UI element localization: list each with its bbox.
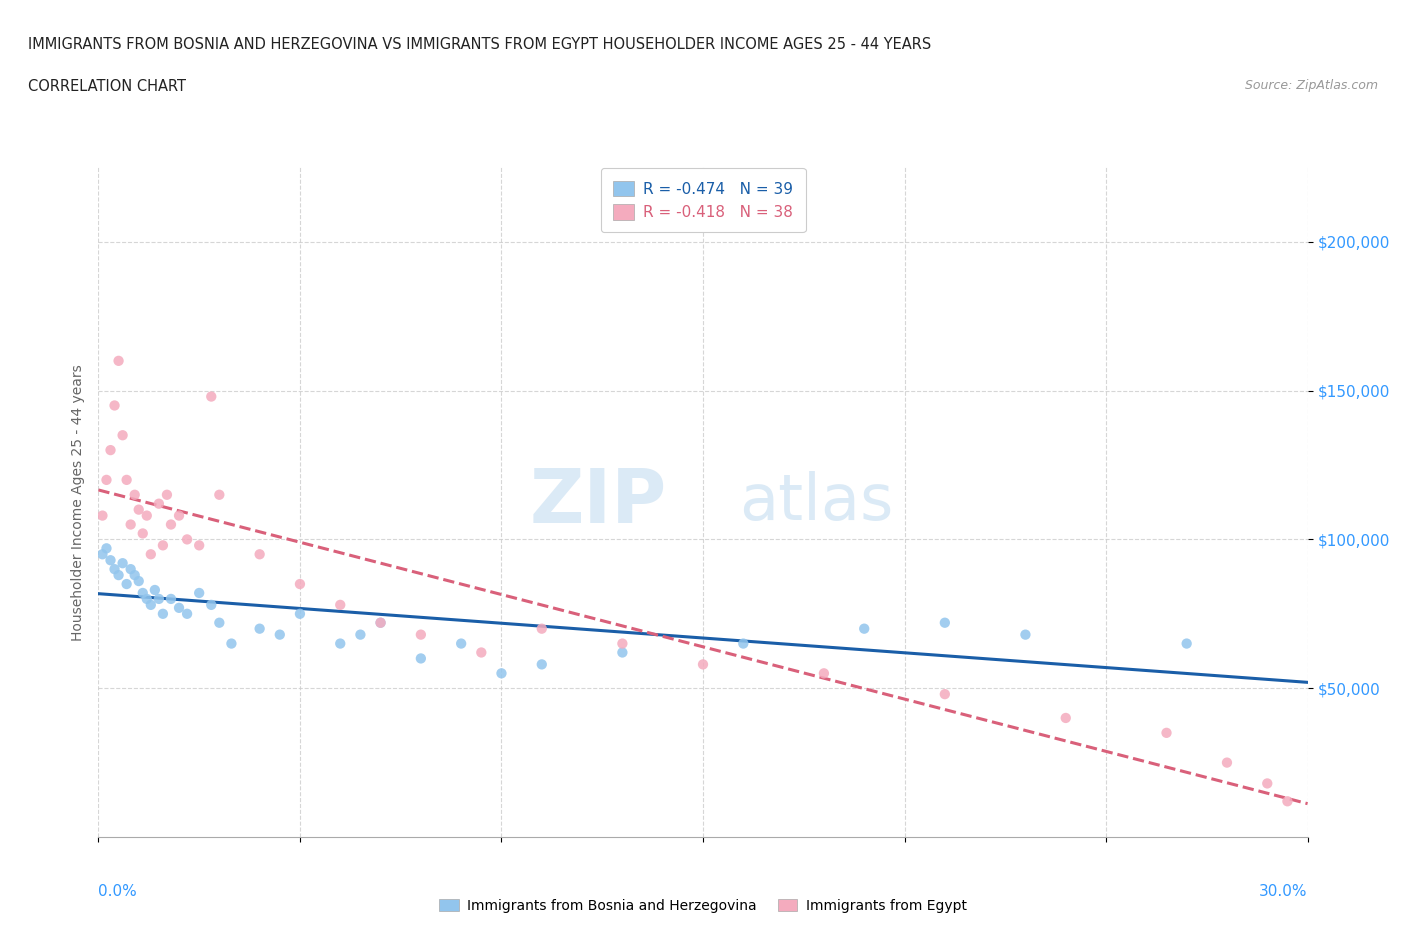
Point [120,562,142,577]
Point [208,616,231,631]
Point [813,666,835,681]
Point [370,616,392,631]
Point [249,547,271,562]
Point [100,552,122,567]
Point [148,591,170,606]
Point [450,636,472,651]
Point [853,621,876,636]
Point [139,547,162,562]
Point [91,508,114,523]
Y-axis label: Householder Income Ages 25 - 44 years: Householder Income Ages 25 - 44 years [70,364,84,641]
Point [288,606,311,621]
Point [148,497,170,512]
Point [288,577,311,591]
Point [370,616,392,631]
Point [100,443,122,458]
Legend: Immigrants from Bosnia and Herzegovina, Immigrants from Egypt: Immigrants from Bosnia and Herzegovina, … [434,894,972,919]
Point [115,577,138,591]
Point [692,657,714,671]
Point [176,606,198,621]
Point [156,487,179,502]
Point [128,574,150,589]
Point [128,502,150,517]
Point [934,686,956,701]
Text: 30.0%: 30.0% [1260,884,1308,899]
Point [152,606,174,621]
Point [167,601,190,616]
Point [96,472,118,487]
Point [329,597,352,612]
Point [200,389,222,404]
Point [491,666,513,681]
Point [167,508,190,523]
Point [176,532,198,547]
Point [111,556,134,571]
Text: ZIP: ZIP [530,466,666,538]
Point [124,567,146,582]
Point [1014,627,1036,642]
Point [103,398,125,413]
Point [470,645,492,660]
Point [249,621,271,636]
Point [152,538,174,552]
Point [139,597,162,612]
Point [1216,755,1239,770]
Point [1277,794,1299,809]
Text: IMMIGRANTS FROM BOSNIA AND HERZEGOVINA VS IMMIGRANTS FROM EGYPT HOUSEHOLDER INCO: IMMIGRANTS FROM BOSNIA AND HERZEGOVINA V… [28,37,931,52]
Point [1156,725,1178,740]
Point [160,517,183,532]
Point [107,567,129,582]
Point [132,526,155,541]
Point [135,508,157,523]
Point [934,616,956,631]
Point [269,627,291,642]
Point [160,591,183,606]
Point [1256,776,1278,790]
Point [188,586,211,601]
Point [111,428,134,443]
Legend: R = -0.474   N = 39, R = -0.418   N = 38: R = -0.474 N = 39, R = -0.418 N = 38 [600,168,806,232]
Point [1175,636,1198,651]
Point [409,651,432,666]
Point [124,487,146,502]
Point [96,541,118,556]
Point [132,586,155,601]
Text: Source: ZipAtlas.com: Source: ZipAtlas.com [1244,79,1378,92]
Point [188,538,211,552]
Text: CORRELATION CHART: CORRELATION CHART [28,79,186,94]
Point [612,636,634,651]
Point [612,645,634,660]
Point [409,627,432,642]
Point [349,627,371,642]
Point [120,517,142,532]
Point [1054,711,1077,725]
Point [530,621,553,636]
Point [103,562,125,577]
Point [208,487,231,502]
Point [733,636,755,651]
Text: 0.0%: 0.0% [98,884,138,899]
Point [221,636,243,651]
Point [135,591,157,606]
Point [115,472,138,487]
Point [143,582,166,597]
Point [107,353,129,368]
Point [91,547,114,562]
Point [530,657,553,671]
Text: atlas: atlas [740,472,894,533]
Point [200,597,222,612]
Point [329,636,352,651]
